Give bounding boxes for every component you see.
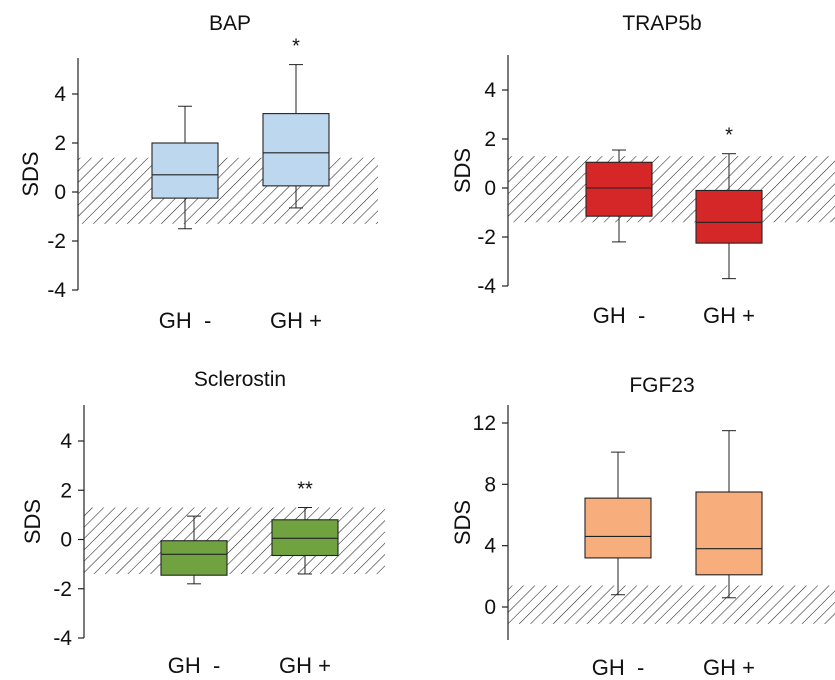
y-tick-label: 12 [473,412,496,435]
reference-band [78,157,378,224]
significance-marker: ** [297,478,313,500]
y-axis-label: SDS [18,151,43,196]
y-tick-label: 2 [54,132,66,155]
y-tick-label: 8 [484,473,496,496]
chart-title: Sclerostin [194,368,286,391]
category-label: GH - [592,655,645,680]
y-tick-label: -2 [477,226,496,249]
y-tick-label: 2 [60,479,72,502]
y-tick-label: -2 [47,230,66,253]
reference-band [508,156,835,223]
chart-title: TRAP5b [622,12,701,35]
y-axis-label: SDS [20,499,45,544]
y-axis-label: SDS [450,500,475,545]
category-label: GH + [279,653,331,678]
y-tick-label: -4 [477,275,496,298]
significance-marker: * [292,36,300,58]
y-tick-label: 0 [60,529,72,552]
category-label: GH - [168,653,221,678]
chart-title: BAP [209,12,251,35]
y-tick-label: 0 [484,596,496,619]
box [151,142,219,199]
category-label: GH + [703,303,755,328]
box [160,540,228,576]
y-tick-label: 4 [60,430,72,453]
category-label: GH - [159,308,212,333]
y-tick-label: 4 [54,83,66,106]
box [585,161,653,217]
box [271,519,339,557]
box [262,113,330,187]
y-tick-label: 4 [484,79,496,102]
category-label: GH + [270,308,322,333]
category-label: GH - [593,303,646,328]
y-tick-label: 0 [54,181,66,204]
y-tick-label: 0 [484,177,496,200]
y-tick-label: -4 [47,279,66,302]
reference-band [84,507,385,574]
y-tick-label: 4 [484,535,496,558]
box [584,497,652,559]
y-tick-label: 2 [484,128,496,151]
category-label: GH + [703,655,755,680]
y-axis-label: SDS [450,148,475,193]
significance-marker: * [725,125,733,147]
reference-band [508,585,835,624]
chart-title: FGF23 [629,374,694,397]
box [695,189,763,244]
box [695,491,763,576]
y-tick-label: -2 [53,578,72,601]
y-tick-label: -4 [53,627,72,650]
